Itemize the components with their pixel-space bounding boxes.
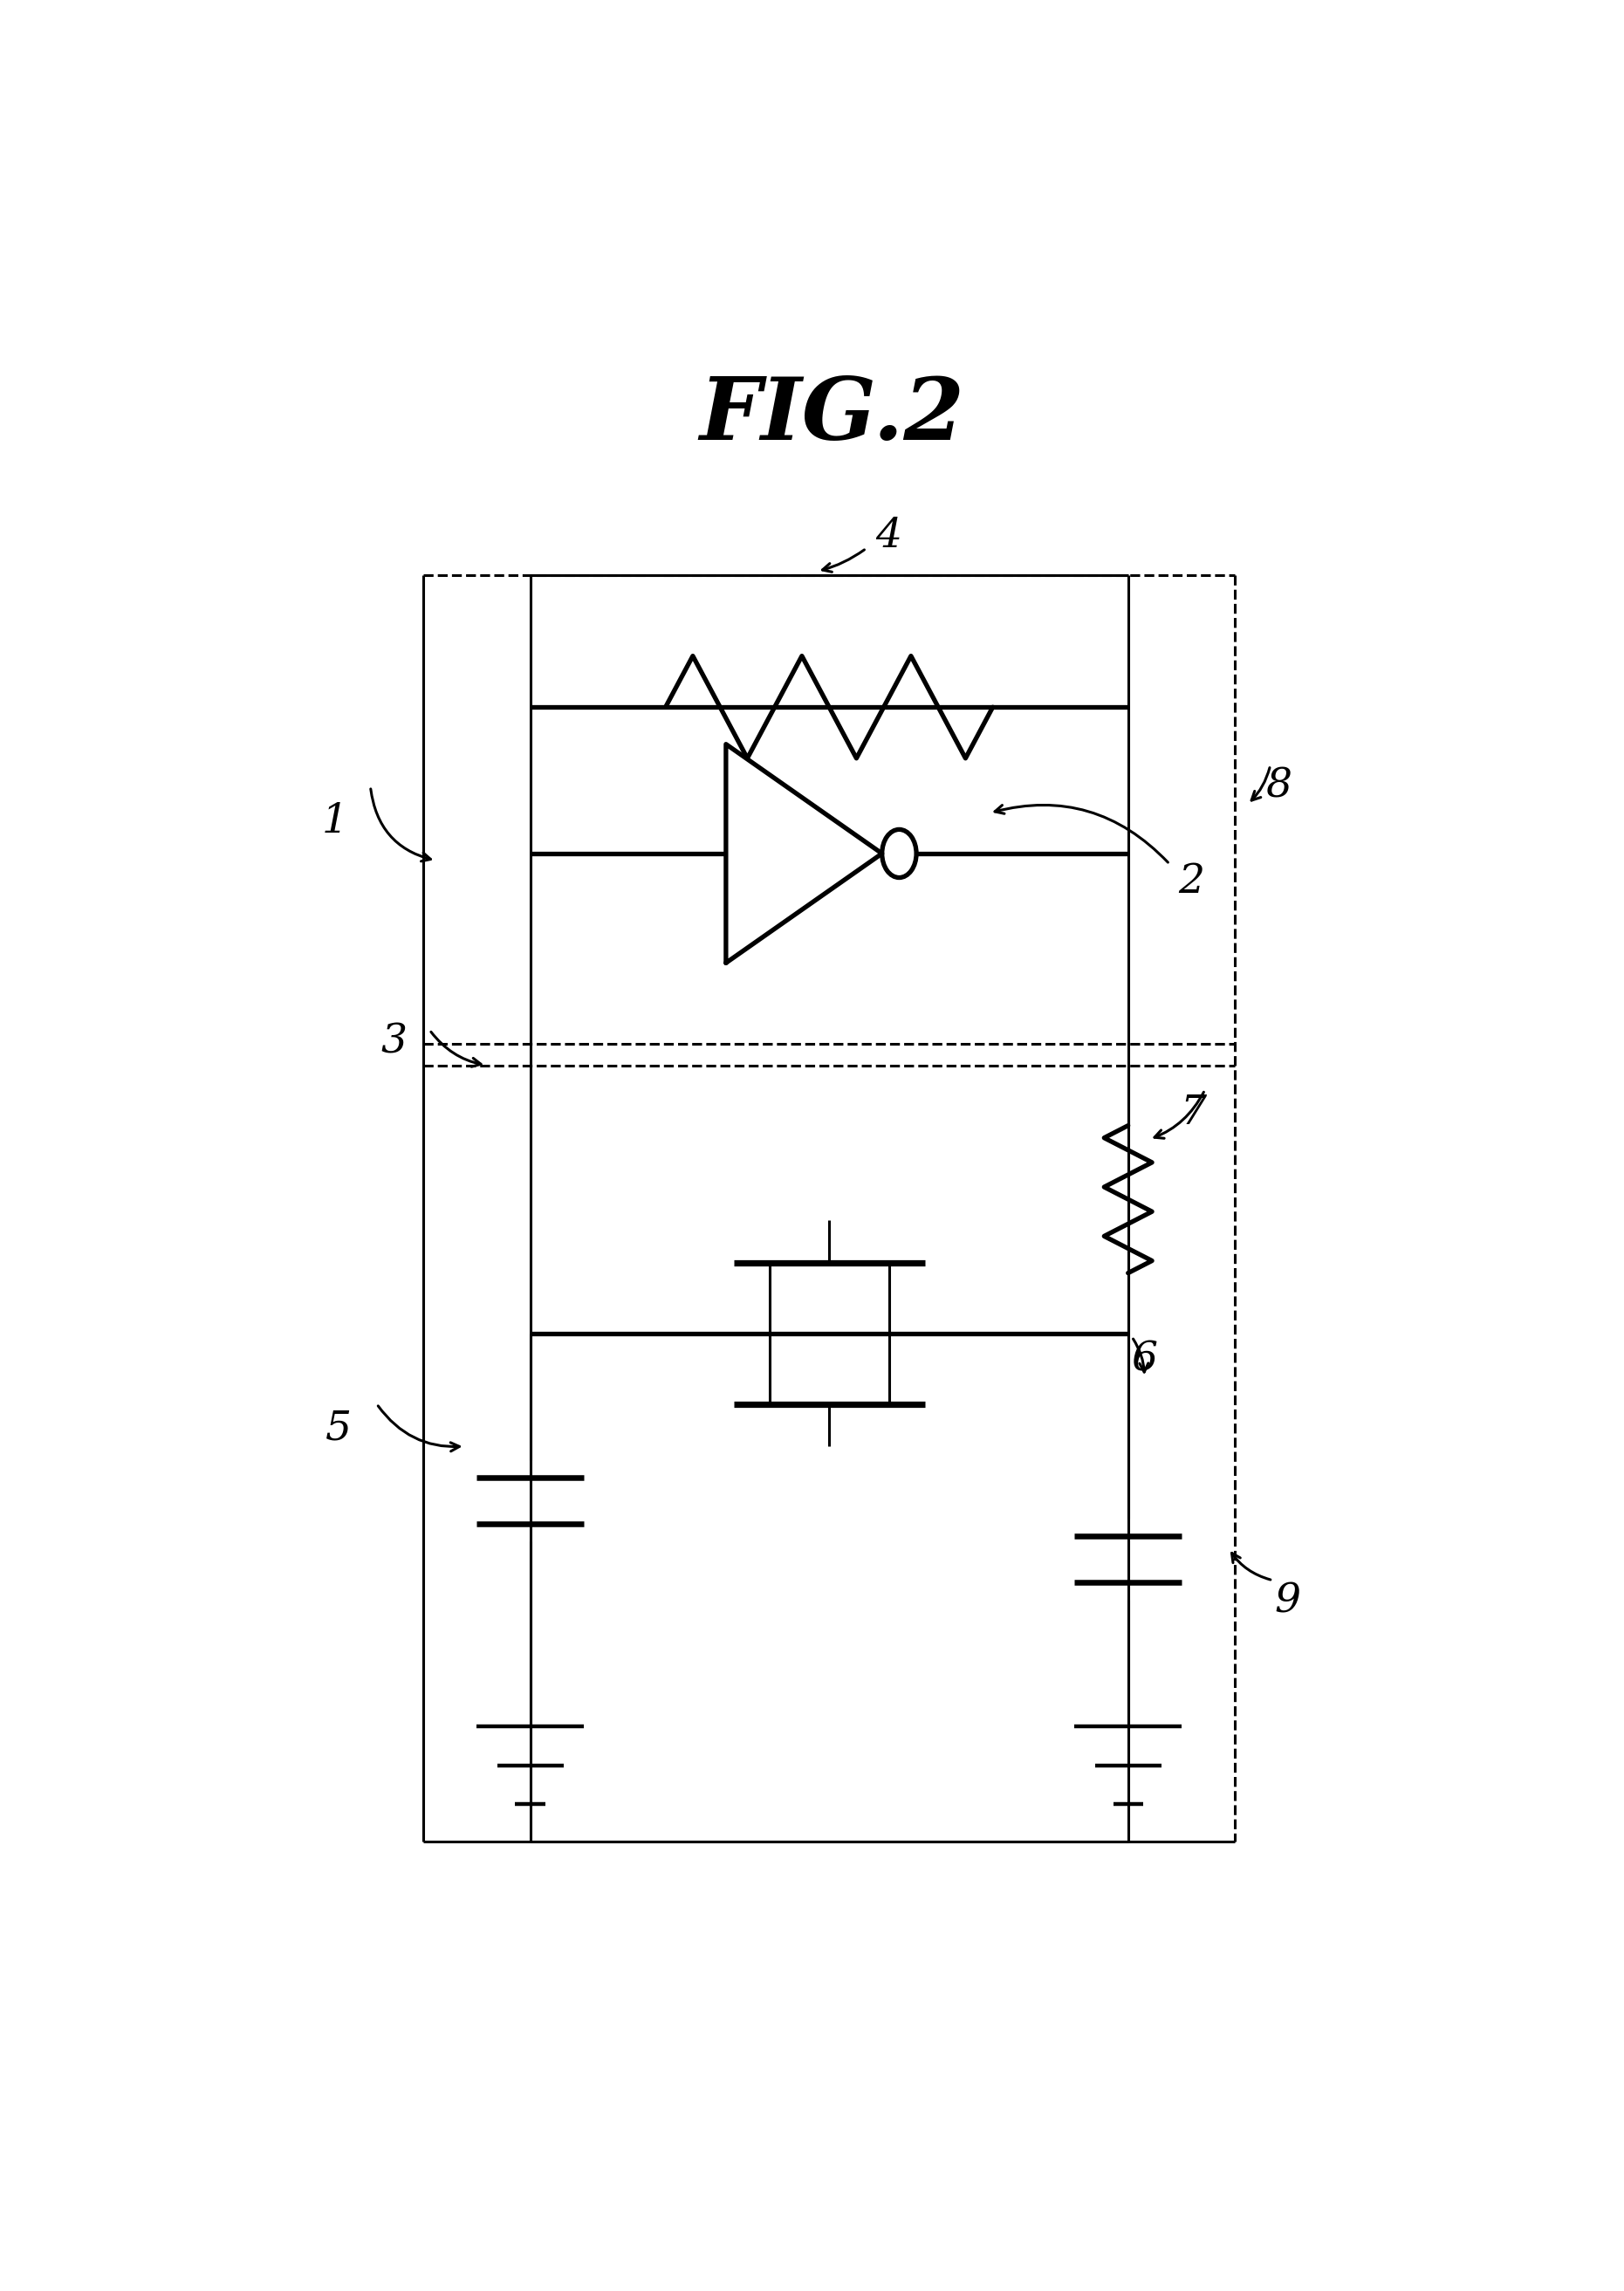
FancyArrowPatch shape [1231, 1553, 1270, 1581]
Text: 8: 8 [1267, 767, 1293, 806]
FancyArrowPatch shape [1155, 1093, 1203, 1139]
FancyArrowPatch shape [370, 788, 430, 861]
Text: 5: 5 [326, 1409, 352, 1448]
Text: 4: 4 [875, 515, 901, 557]
Text: 7: 7 [1181, 1093, 1207, 1132]
FancyArrowPatch shape [378, 1407, 460, 1450]
FancyArrowPatch shape [1252, 767, 1270, 800]
Text: FIG.2: FIG.2 [700, 373, 965, 458]
Text: 3: 3 [382, 1022, 408, 1063]
Text: 9: 9 [1275, 1581, 1301, 1622]
FancyArrowPatch shape [996, 804, 1168, 861]
Text: 1: 1 [322, 802, 348, 841]
Text: 2: 2 [1177, 861, 1203, 903]
Bar [770, 1262, 888, 1404]
FancyArrowPatch shape [430, 1031, 481, 1068]
FancyArrowPatch shape [1134, 1338, 1148, 1372]
FancyArrowPatch shape [822, 550, 864, 573]
Text: 6: 6 [1132, 1340, 1158, 1379]
